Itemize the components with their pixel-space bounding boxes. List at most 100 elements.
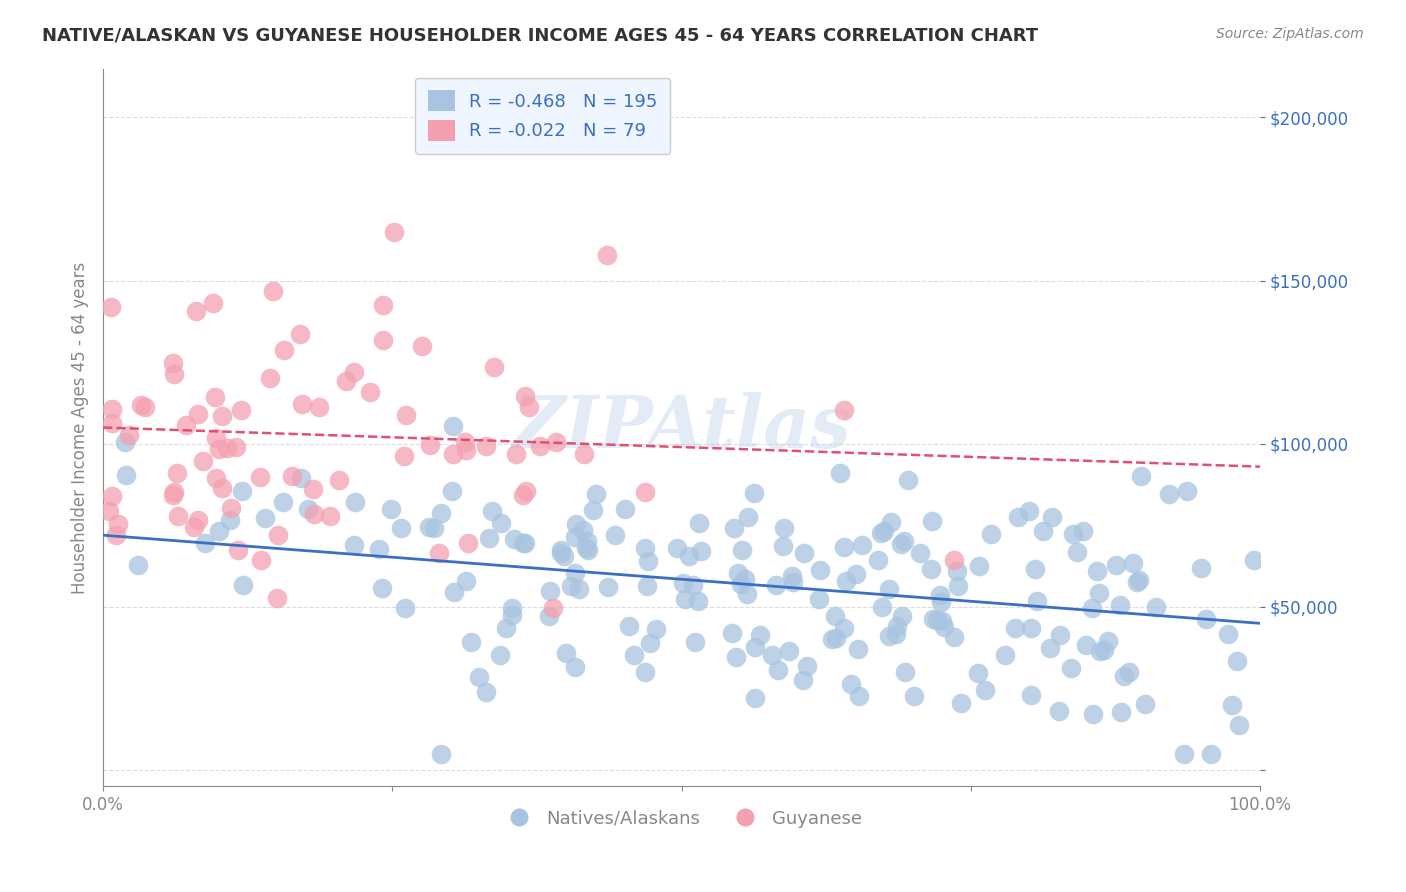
Point: [201, 296, 224, 310]
Point: [440, 483, 463, 498]
Point: [107, 517, 129, 532]
Point: [673, 592, 696, 607]
Point: [328, 473, 350, 487]
Point: [1081, 600, 1104, 615]
Point: [1135, 697, 1157, 711]
Point: [129, 398, 152, 412]
Point: [478, 532, 501, 546]
Point: [443, 585, 465, 599]
Point: [565, 517, 588, 532]
Point: [512, 487, 534, 501]
Point: [730, 577, 752, 591]
Point: [598, 580, 620, 594]
Point: [205, 431, 228, 445]
Point: [515, 389, 537, 403]
Point: [174, 417, 197, 432]
Point: [880, 515, 903, 529]
Point: [724, 650, 747, 665]
Point: [423, 521, 446, 535]
Point: [474, 685, 496, 699]
Point: [1026, 593, 1049, 607]
Point: [1004, 621, 1026, 635]
Point: [489, 648, 512, 662]
Point: [1097, 633, 1119, 648]
Point: [482, 359, 505, 374]
Point: [564, 530, 586, 544]
Point: [515, 484, 537, 499]
Point: [183, 520, 205, 534]
Point: [100, 489, 122, 503]
Point: [1019, 688, 1042, 702]
Point: [617, 619, 640, 633]
Point: [832, 541, 855, 555]
Point: [735, 587, 758, 601]
Point: [644, 622, 666, 636]
Point: [489, 516, 512, 531]
Point: [824, 608, 846, 623]
Point: [685, 634, 707, 648]
Point: [250, 553, 273, 567]
Point: [834, 621, 856, 635]
Point: [946, 564, 969, 578]
Point: [931, 614, 953, 628]
Point: [373, 334, 395, 348]
Point: [343, 365, 366, 379]
Point: [460, 635, 482, 649]
Point: [389, 521, 412, 535]
Point: [634, 541, 657, 556]
Point: [419, 437, 441, 451]
Point: [980, 527, 1002, 541]
Point: [1019, 621, 1042, 635]
Point: [512, 535, 534, 549]
Text: Source: ZipAtlas.com: Source: ZipAtlas.com: [1216, 27, 1364, 41]
Point: [219, 513, 242, 527]
Point: [308, 400, 330, 414]
Point: [672, 575, 695, 590]
Point: [392, 450, 415, 464]
Point: [1024, 562, 1046, 576]
Point: [1199, 747, 1222, 761]
Point: [502, 533, 524, 547]
Point: [688, 594, 710, 608]
Point: [211, 409, 233, 423]
Point: [870, 600, 893, 615]
Point: [515, 536, 537, 550]
Point: [163, 368, 186, 382]
Point: [166, 467, 188, 481]
Point: [1062, 527, 1084, 541]
Point: [893, 534, 915, 549]
Point: [943, 552, 966, 566]
Point: [730, 542, 752, 557]
Point: [792, 673, 814, 687]
Point: [575, 534, 598, 549]
Point: [688, 516, 710, 530]
Point: [1007, 510, 1029, 524]
Point: [1032, 524, 1054, 539]
Point: [1227, 717, 1250, 731]
Point: [273, 343, 295, 357]
Point: [560, 579, 582, 593]
Point: [614, 501, 637, 516]
Legend: Natives/Alaskans, Guyanese: Natives/Alaskans, Guyanese: [494, 803, 869, 835]
Point: [950, 696, 973, 710]
Point: [344, 495, 367, 509]
Point: [495, 621, 517, 635]
Point: [891, 608, 914, 623]
Point: [727, 566, 749, 580]
Point: [411, 339, 433, 353]
Point: [517, 400, 540, 414]
Point: [505, 447, 527, 461]
Point: [894, 665, 917, 679]
Point: [271, 495, 294, 509]
Point: [475, 438, 498, 452]
Point: [825, 632, 848, 646]
Point: [682, 578, 704, 592]
Point: [538, 609, 561, 624]
Point: [1222, 698, 1244, 713]
Point: [890, 537, 912, 551]
Point: [720, 626, 742, 640]
Point: [929, 588, 952, 602]
Point: [553, 549, 575, 563]
Point: [873, 524, 896, 538]
Point: [994, 648, 1017, 662]
